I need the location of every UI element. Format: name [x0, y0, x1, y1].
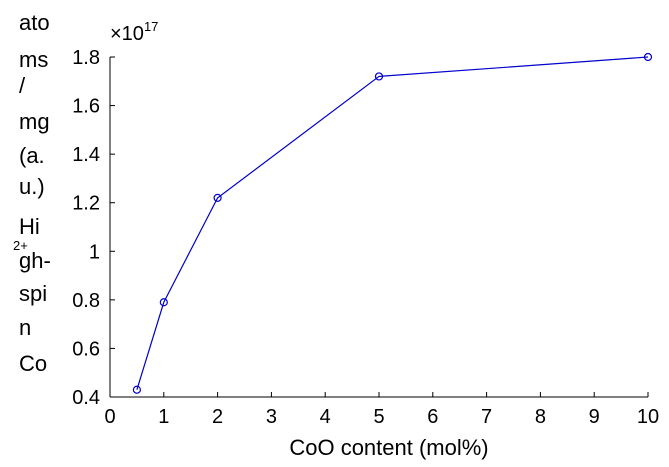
data-point: [643, 52, 653, 62]
y-tick-label: 1.8: [72, 47, 100, 69]
y-tick-label: 1.4: [72, 144, 100, 166]
y-axis-label-line: ato: [19, 10, 50, 35]
x-tick-label: 7: [481, 406, 492, 428]
x-tick-label: 9: [589, 406, 600, 428]
y-axis-label-line: (a.: [19, 143, 45, 168]
x-tick-label: 6: [427, 406, 438, 428]
y-tick-label: 0.4: [72, 387, 100, 409]
y-axis-label-line: Co: [19, 351, 47, 376]
y-axis-multiplier-base: ×10: [110, 23, 144, 45]
y-axis-label-line: Hi: [19, 214, 40, 239]
x-tick-label: 1: [158, 406, 169, 428]
y-ticks: 0.4 0.6 0.8 1 1.2 1.4 1.6 1.8: [72, 47, 115, 409]
y-tick-label: 0.8: [72, 290, 100, 312]
y-axis-label-line: ms: [19, 47, 48, 72]
x-tick-label: 0: [104, 406, 115, 428]
y-axis-multiplier: ×1017: [110, 19, 158, 45]
series: [132, 52, 653, 394]
y-tick-label: 1: [89, 241, 100, 263]
y-axis-label-line: /: [19, 73, 26, 98]
x-tick-label: 8: [535, 406, 546, 428]
data-point: [159, 298, 168, 307]
x-tick-label: 4: [320, 406, 331, 428]
axes: [109, 57, 648, 398]
x-tick-label: 5: [373, 406, 384, 428]
x-tick-label: 10: [637, 406, 659, 428]
y-tick-label: 1.2: [72, 193, 100, 215]
y-axis-label: ato ms/ mg (a. u.) Hi gh-spi n Co 2+: [13, 10, 51, 376]
y-axis-label-line: spi: [19, 281, 47, 306]
data-point: [374, 72, 384, 81]
data-point: [213, 193, 222, 202]
y-axis-label-line: n: [19, 315, 31, 340]
y-tick-label: 0.6: [72, 338, 100, 360]
y-axis-label-line: u.): [19, 174, 45, 199]
series-line: [136, 56, 649, 390]
y-axis-label-superscript: 2+: [13, 238, 28, 253]
y-tick-label: 1.6: [72, 96, 100, 118]
y-axis-multiplier-exponent: 17: [144, 19, 158, 34]
x-ticks: 0 1 2 3 4 5 6 7 8 9 10: [104, 392, 659, 428]
x-tick-label: 2: [212, 406, 223, 428]
x-axis-label: CoO content (mol%): [289, 435, 488, 460]
x-tick-label: 3: [266, 406, 277, 428]
y-axis-label-line: mg: [19, 109, 50, 134]
data-point: [132, 385, 141, 394]
y-axis-label-line: gh-: [19, 248, 51, 273]
